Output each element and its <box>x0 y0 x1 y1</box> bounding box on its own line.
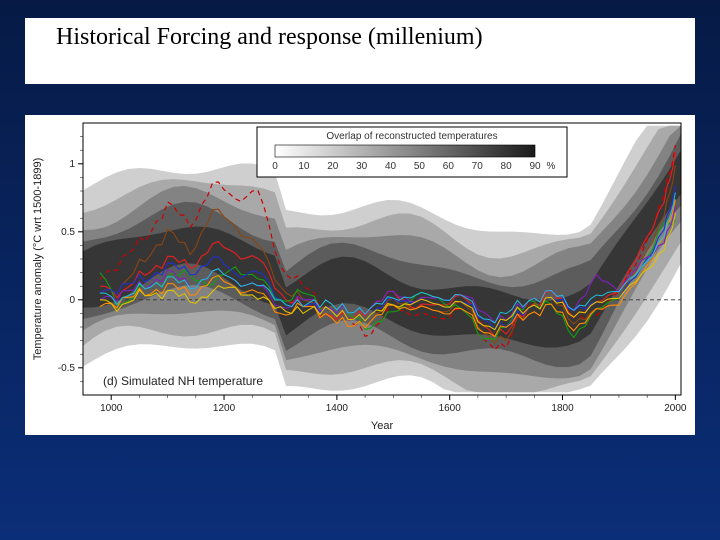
svg-text:70: 70 <box>472 161 484 172</box>
svg-text:0: 0 <box>69 295 75 306</box>
svg-text:1600: 1600 <box>439 403 462 414</box>
svg-text:40: 40 <box>385 161 397 172</box>
svg-text:2000: 2000 <box>664 403 687 414</box>
svg-text:Year: Year <box>371 420 394 432</box>
svg-text:10: 10 <box>298 161 310 172</box>
svg-text:Temperature anomaly (°C wrt 15: Temperature anomaly (°C wrt 1500-1899) <box>32 158 44 361</box>
svg-text:0: 0 <box>272 161 278 172</box>
svg-text:50: 50 <box>414 161 426 172</box>
svg-text:%: % <box>547 161 556 172</box>
svg-text:60: 60 <box>443 161 455 172</box>
svg-text:1000: 1000 <box>100 403 123 414</box>
slide-title: Historical Forcing and response (milleni… <box>56 24 483 51</box>
slide-root: Historical Forcing and response (milleni… <box>0 0 720 540</box>
svg-text:0.5: 0.5 <box>61 227 75 238</box>
svg-text:1800: 1800 <box>551 403 574 414</box>
svg-text:1200: 1200 <box>213 403 236 414</box>
svg-text:30: 30 <box>356 161 368 172</box>
svg-text:80: 80 <box>501 161 513 172</box>
svg-text:20: 20 <box>327 161 339 172</box>
svg-text:Overlap of reconstructed tempe: Overlap of reconstructed temperatures <box>326 131 497 142</box>
svg-text:1400: 1400 <box>326 403 349 414</box>
svg-text:-0.5: -0.5 <box>58 363 76 374</box>
temperature-chart: 1000 1200 1400 1600 1800 2000 -0.5 0 0.5 1 Year Tem… <box>25 115 695 435</box>
svg-text:1: 1 <box>69 159 75 170</box>
svg-text:90: 90 <box>529 161 541 172</box>
chart-panel: 1000 1200 1400 1600 1800 2000 -0.5 0 0.5 1 Year Tem… <box>25 115 695 435</box>
svg-text:(d) Simulated NH temperature: (d) Simulated NH temperature <box>103 374 263 388</box>
